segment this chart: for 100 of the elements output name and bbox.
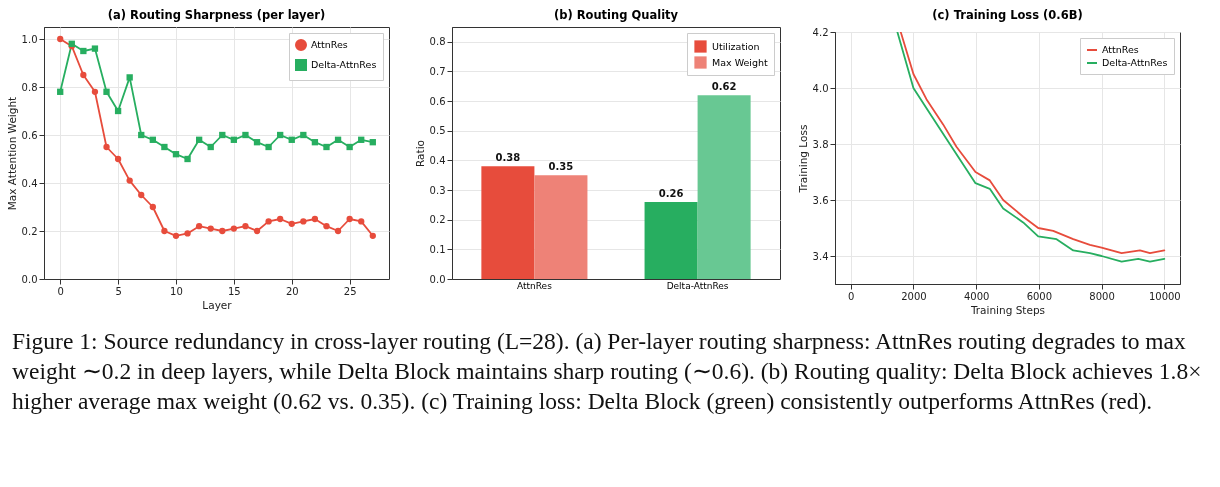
point bbox=[161, 143, 168, 151]
y-tick-label: 0.0 bbox=[21, 273, 38, 285]
y-tick-label: 0.1 bbox=[429, 243, 446, 255]
point bbox=[277, 131, 284, 139]
point bbox=[172, 151, 180, 158]
point bbox=[230, 225, 238, 232]
x-axis-title: Training Steps bbox=[969, 303, 1046, 316]
y-axis-title: Training Loss bbox=[796, 124, 809, 194]
x-tick-label: 8000 bbox=[1089, 290, 1115, 302]
x-tick-label: 10 bbox=[170, 285, 183, 297]
x-tick-label: 5 bbox=[115, 285, 122, 297]
point bbox=[311, 139, 319, 146]
y-tick-label: 3.6 bbox=[812, 194, 829, 206]
point bbox=[311, 215, 319, 223]
y-tick-label: 0.2 bbox=[429, 214, 446, 226]
chart-title: (c) Training Loss (0.6B) bbox=[932, 7, 1083, 22]
point bbox=[346, 143, 353, 151]
y-tick-label: 0.4 bbox=[21, 177, 38, 189]
point bbox=[242, 223, 249, 230]
data-label: 0.26 bbox=[658, 187, 684, 199]
x-tick-label: Delta-AttnRes bbox=[666, 280, 729, 291]
point bbox=[288, 136, 295, 143]
point bbox=[126, 74, 133, 81]
x-tick-label: 4000 bbox=[963, 290, 990, 302]
bar bbox=[481, 166, 535, 279]
y-tick-label: 0.6 bbox=[429, 95, 446, 107]
x-tick-label: 6000 bbox=[1026, 290, 1053, 302]
legend-label: AttnRes bbox=[311, 39, 348, 50]
y-tick-label: 0.8 bbox=[429, 36, 446, 48]
data-label: 0.35 bbox=[548, 161, 574, 173]
x-tick-label: 25 bbox=[343, 285, 357, 297]
x-tick-label: 20 bbox=[285, 285, 299, 297]
x-tick-label: 0 bbox=[57, 285, 64, 297]
point bbox=[149, 136, 156, 143]
x-tick-label: 15 bbox=[228, 285, 241, 297]
y-tick-label: 0.3 bbox=[429, 184, 446, 196]
legend-label: Delta-AttnRes bbox=[1102, 57, 1168, 68]
y-tick-label: 0.5 bbox=[429, 125, 446, 137]
point bbox=[149, 203, 156, 211]
point bbox=[277, 215, 284, 223]
bar bbox=[697, 95, 751, 279]
point bbox=[253, 227, 261, 235]
point bbox=[103, 88, 110, 95]
point bbox=[184, 230, 191, 237]
point bbox=[230, 136, 238, 143]
point bbox=[207, 143, 214, 151]
y-tick-label: 0.7 bbox=[429, 65, 446, 77]
y-tick-label: 4.0 bbox=[812, 82, 829, 94]
x-tick-label: 2000 bbox=[901, 290, 927, 302]
point bbox=[126, 177, 133, 184]
point bbox=[265, 143, 272, 151]
point bbox=[57, 88, 64, 95]
point bbox=[114, 107, 122, 115]
y-tick-label: 0.6 bbox=[21, 129, 38, 141]
point bbox=[323, 143, 330, 151]
point bbox=[172, 232, 180, 239]
point bbox=[138, 131, 145, 139]
point bbox=[300, 218, 307, 225]
point bbox=[242, 131, 249, 139]
y-tick-label: 0.8 bbox=[21, 81, 38, 93]
point bbox=[57, 35, 64, 43]
point bbox=[265, 218, 272, 225]
x-tick-label: 0 bbox=[847, 290, 855, 302]
caption: Figure 1: Source redundancy in cross-layer routing (L=28). (a) Per-layer routing sharpness: AttnRes routing degrades to max weight ∼0.2 in deep layers, while Delta Block maintains sharp routing (∼0.6). (b) Routing quality: Delta Block achieves 1.8× higher average max weight (0.62 vs. 0.35). (c) Training loss: Delta Block (green) consistently outperforms AttnRes (red). bbox=[12, 327, 1203, 416]
legend-label: Max Weight bbox=[712, 56, 769, 68]
point bbox=[184, 155, 191, 163]
y-tick-label: 3.8 bbox=[812, 138, 829, 150]
legend-label: Delta-AttnRes bbox=[311, 59, 377, 70]
point bbox=[334, 136, 342, 143]
point bbox=[114, 155, 122, 163]
y-axis-title: Max Attention Weight bbox=[5, 96, 18, 211]
data-label: 0.38 bbox=[495, 152, 521, 164]
y-tick-label: 3.4 bbox=[812, 250, 829, 262]
x-tick-label: 10000 bbox=[1148, 290, 1181, 302]
chart-title: (b) Routing Quality bbox=[553, 7, 679, 22]
point bbox=[207, 225, 214, 232]
x-axis-title: Layer bbox=[202, 298, 233, 311]
point bbox=[300, 131, 307, 139]
point bbox=[219, 227, 226, 235]
point bbox=[103, 143, 110, 151]
point bbox=[358, 136, 365, 143]
x-tick-label: AttnRes bbox=[516, 280, 553, 291]
legend-label: Utilization bbox=[712, 40, 760, 52]
point bbox=[288, 220, 295, 227]
point bbox=[334, 227, 342, 235]
point bbox=[323, 223, 330, 230]
chart-title: (a) Routing Sharpness (per layer) bbox=[107, 7, 326, 22]
data-label: 0.62 bbox=[711, 81, 737, 93]
y-tick-label: 1.0 bbox=[21, 33, 38, 45]
point bbox=[195, 136, 203, 143]
y-tick-label: 0.2 bbox=[21, 225, 38, 237]
point bbox=[358, 218, 365, 225]
bar bbox=[644, 201, 698, 279]
point bbox=[219, 131, 226, 139]
point bbox=[80, 47, 87, 55]
y-tick-label: 4.2 bbox=[812, 26, 829, 38]
point bbox=[91, 45, 99, 52]
point bbox=[161, 227, 168, 235]
bar bbox=[534, 175, 588, 279]
y-axis-title: Ratio bbox=[413, 140, 426, 167]
